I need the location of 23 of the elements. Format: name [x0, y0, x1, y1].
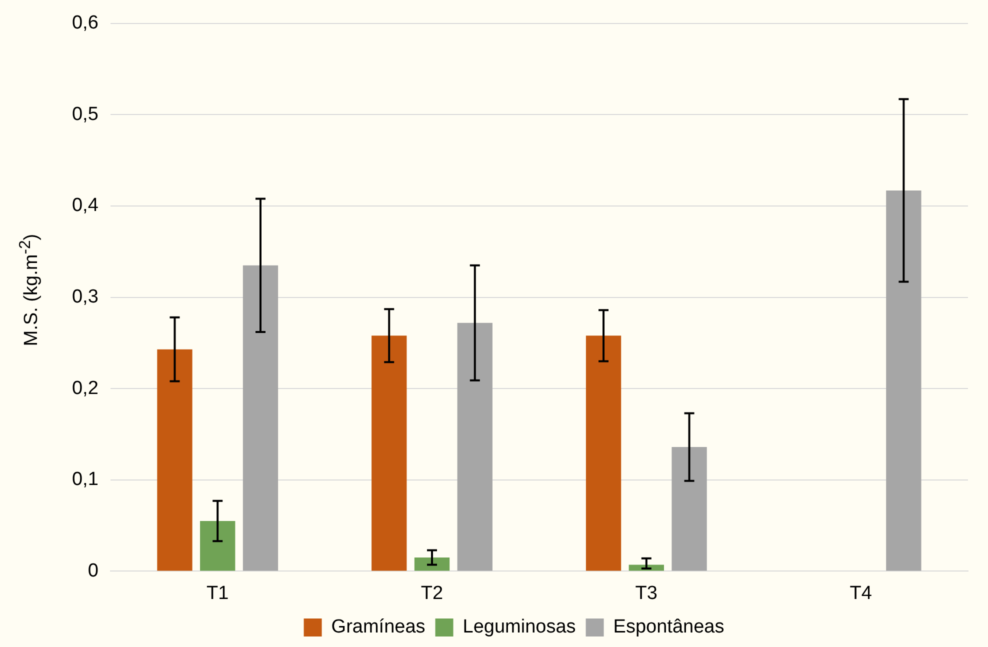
bar: [586, 336, 622, 571]
y-tick-label: 0,6: [72, 12, 98, 34]
legend-label: Espontâneas: [613, 616, 724, 638]
y-tick-label: 0,4: [72, 195, 99, 216]
bar: [457, 322, 492, 571]
bar: [242, 265, 278, 571]
x-tick-label: T2: [420, 582, 444, 604]
legend-label: Leguminosas: [462, 616, 576, 638]
y-tick-label: 0,1: [72, 469, 98, 490]
y-tick-label: 0: [88, 560, 98, 582]
x-tick-label: T4: [850, 582, 872, 604]
x-tick-label: T1: [206, 582, 229, 604]
bar: [886, 190, 922, 571]
bar: [414, 558, 450, 571]
y-tick-label: 0,5: [72, 104, 98, 125]
y-tick-label: 0,2: [72, 378, 98, 399]
bar: [200, 520, 236, 571]
bar: [157, 349, 192, 571]
bar: [372, 336, 407, 571]
y-tick-label: 0,3: [72, 286, 98, 308]
bar: [672, 447, 707, 571]
x-tick-label: T3: [635, 582, 658, 604]
legend-label: Gramíneas: [331, 616, 426, 638]
